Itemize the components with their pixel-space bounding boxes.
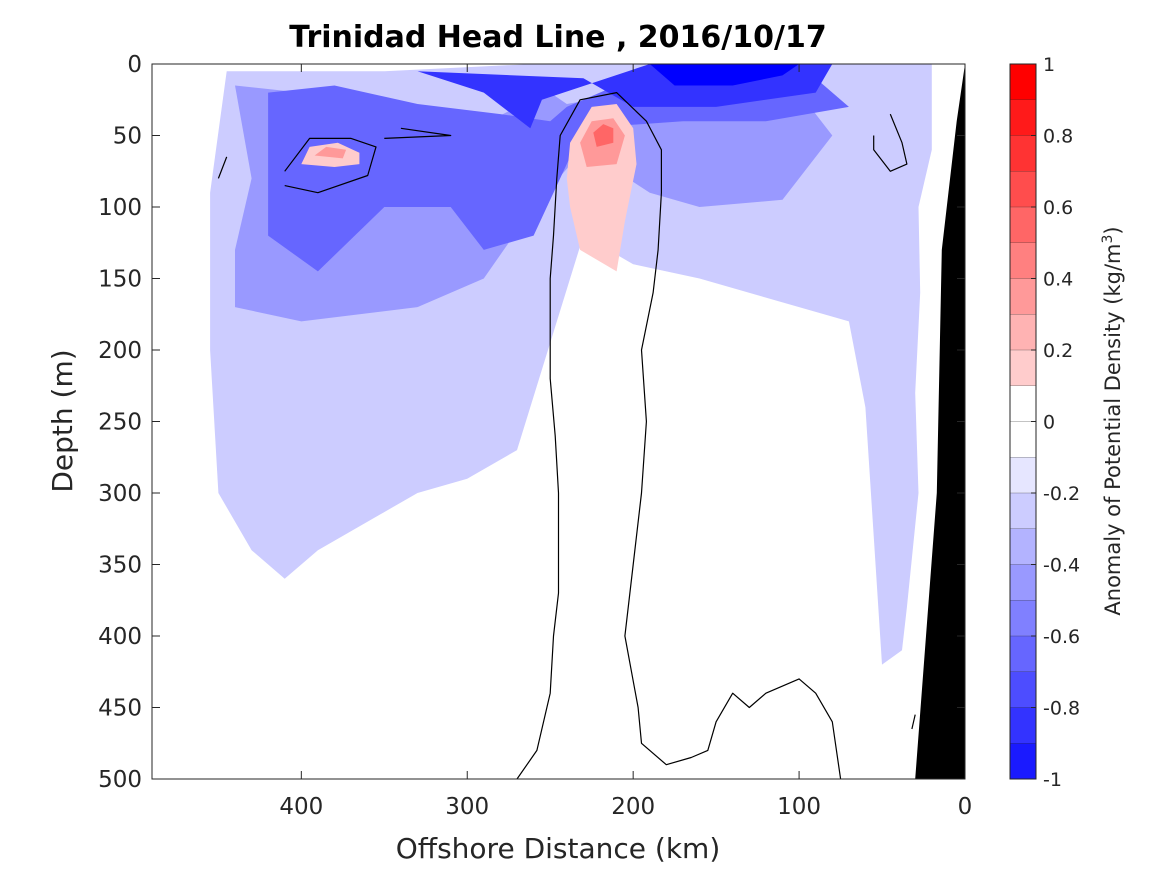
colorbar-swatch: [1010, 314, 1036, 351]
zero-contour-5: [911, 714, 916, 730]
colorbar-swatch: [1010, 564, 1036, 601]
y-tick-label: 100: [98, 195, 142, 221]
y-axis-ticks: 0 50 100 150 200 250 300 350 400 450 500: [98, 52, 965, 793]
colorbar-label-text: Anomaly of Potential Density (kg/m: [1101, 244, 1125, 616]
zero-contours: [217, 91, 916, 779]
y-tick-label: 500: [98, 767, 142, 793]
plot-area: 400 300 200 100 0 0 50 100 150 200 250 300 350 400 45…: [98, 52, 972, 820]
colorbar-tick-label: 1: [1043, 54, 1055, 76]
y-tick-label: 250: [98, 410, 142, 436]
positive-anomaly-region-7: [593, 124, 614, 147]
zero-contour-1: [284, 137, 377, 194]
colorbar-swatch: [1010, 600, 1036, 637]
colorbar-label: Anomaly of Potential Density (kg/m3): [1100, 226, 1125, 615]
y-tick-label: 400: [98, 624, 142, 650]
colorbar-swatch: [1010, 350, 1036, 387]
y-tick-label: 0: [127, 52, 142, 78]
seafloor-bathymetry: [915, 64, 965, 779]
colorbar-tick-label: 0.4: [1043, 269, 1073, 291]
colorbar-swatch: [1010, 421, 1036, 458]
x-axis-ticks: 400 300 200 100 0: [279, 64, 972, 820]
x-tick-label: 300: [445, 794, 489, 820]
colorbar-swatch: [1010, 636, 1036, 673]
colorbar-swatch: [1010, 671, 1036, 708]
zero-contour-4: [217, 156, 228, 179]
bathymetry: [915, 64, 965, 779]
x-tick-label: 200: [611, 794, 655, 820]
colorbar-swatch: [1010, 207, 1036, 244]
colorbar-swatch: [1010, 242, 1036, 279]
colorbar-tick-label: -1: [1043, 769, 1062, 791]
colorbar-swatch: [1010, 493, 1036, 530]
colorbar-tick-label: -0.8: [1043, 698, 1080, 720]
anomaly-fields: [210, 64, 932, 665]
negative-anomaly-region-4: [649, 64, 800, 86]
colorbar-swatch: [1010, 385, 1036, 422]
colorbar-swatch: [1010, 99, 1036, 136]
colorbar-swatch: [1010, 743, 1036, 780]
y-tick-label: 450: [98, 696, 142, 722]
y-tick-label: 350: [98, 553, 142, 579]
colorbar: 1 0.8 0.6 0.4 0.2 0 -0.2 -0.4 -0.6 -0.8 -1 Anomaly…: [1009, 54, 1125, 791]
x-tick-label: 0: [958, 794, 973, 820]
colorbar-swatch: [1010, 528, 1036, 565]
colorbar-label-superscript: 3: [1100, 235, 1116, 244]
y-tick-label: 200: [98, 338, 142, 364]
colorbar-swatch: [1010, 457, 1036, 494]
colorbar-swatches: [1010, 63, 1036, 780]
zero-contour-2: [384, 127, 452, 139]
y-tick-label: 50: [113, 124, 142, 150]
colorbar-ticks: 1 0.8 0.6 0.4 0.2 0 -0.2 -0.4 -0.6 -0.8 -1: [1031, 54, 1080, 791]
x-axis-label: Offshore Distance (km): [396, 832, 721, 865]
colorbar-swatch: [1010, 278, 1036, 315]
y-tick-label: 300: [98, 481, 142, 507]
colorbar-swatch: [1010, 707, 1036, 744]
colorbar-swatch: [1010, 64, 1036, 101]
negative-anomaly-region-2: [268, 75, 849, 272]
colorbar-swatch: [1010, 171, 1036, 208]
colorbar-tick-label: -0.2: [1043, 483, 1080, 505]
colorbar-tick-label: 0: [1043, 412, 1055, 434]
zero-contour-0: [516, 91, 842, 779]
colorbar-tick-label: 0.8: [1043, 126, 1073, 148]
positive-anomaly-region-9: [314, 146, 347, 159]
y-axis-label: Depth (m): [46, 349, 79, 492]
y-tick-label: 150: [98, 267, 142, 293]
chart-title: Trinidad Head Line , 2016/10/17: [289, 20, 826, 55]
colorbar-tick-label: 0.2: [1043, 340, 1073, 362]
x-tick-label: 400: [279, 794, 323, 820]
colorbar-swatch: [1010, 135, 1036, 172]
zero-contour-3: [873, 113, 908, 172]
colorbar-tick-label: -0.6: [1043, 626, 1080, 648]
x-tick-label: 100: [777, 794, 821, 820]
colorbar-tick-label: 0.6: [1043, 197, 1073, 219]
colorbar-label-suffix: ): [1101, 226, 1125, 234]
colorbar-tick-label: -0.4: [1043, 555, 1080, 577]
